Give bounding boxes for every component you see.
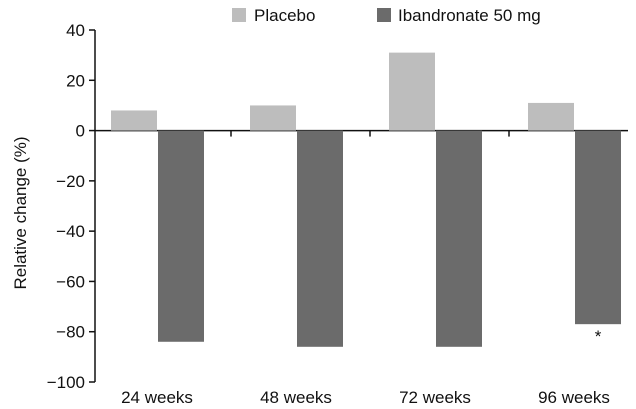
y-tick-label: −60 xyxy=(56,272,85,291)
bar-ibandronate-50-mg-3 xyxy=(575,130,621,325)
x-tick-label: 96 weeks xyxy=(538,388,610,407)
y-tick-label: 0 xyxy=(76,122,85,141)
y-tick-label: −40 xyxy=(56,222,85,241)
y-axis: 40 20 0 −20 −40 −60 −80 −100 xyxy=(47,21,96,392)
annotations: * xyxy=(595,327,602,346)
bar-placebo-2 xyxy=(389,52,435,131)
bar-ibandronate-50-mg-0 xyxy=(158,130,204,342)
y-tick-label: −100 xyxy=(47,373,85,392)
bar-ibandronate-50-mg-2 xyxy=(436,130,482,347)
y-tick-label: −20 xyxy=(56,172,85,191)
y-tick-label: 40 xyxy=(66,21,85,40)
significance-marker: * xyxy=(595,327,602,346)
bars xyxy=(111,52,621,347)
bar-placebo-1 xyxy=(250,105,296,131)
bar-placebo-3 xyxy=(528,102,574,131)
bar-ibandronate-50-mg-1 xyxy=(297,130,343,347)
x-tick-label: 24 weeks xyxy=(121,388,193,407)
x-tick-label: 48 weeks xyxy=(260,388,332,407)
x-tick-label: 72 weeks xyxy=(399,388,471,407)
legend: Placebo Ibandronate 50 mg xyxy=(232,6,541,25)
y-axis-label: Relative change (%) xyxy=(11,136,30,289)
legend-swatch xyxy=(377,8,391,22)
bar-placebo-0 xyxy=(111,110,157,131)
y-tick-label: −80 xyxy=(56,323,85,342)
legend-label: Ibandronate 50 mg xyxy=(398,6,541,25)
legend-label: Placebo xyxy=(254,6,315,25)
y-tick-label: 20 xyxy=(66,71,85,90)
legend-swatch xyxy=(232,8,246,22)
